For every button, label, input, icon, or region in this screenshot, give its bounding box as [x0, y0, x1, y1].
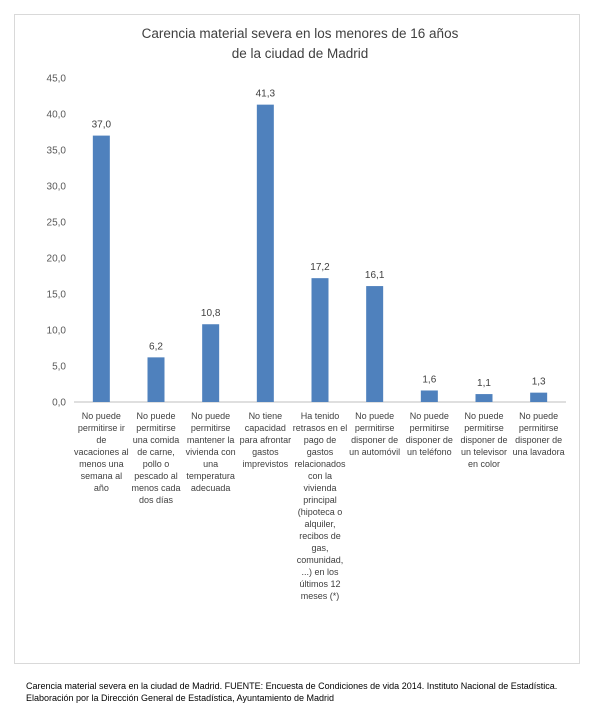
data-labels: 37,0 6,2 10,8 41,3 17,2 16,1 1,6 1,1 1,3 [92, 89, 546, 389]
bar [256, 104, 274, 402]
category-label: No puede permitirse mantener la vivienda… [185, 411, 236, 493]
category-label: No puede permitirse disponer de un teléf… [405, 411, 453, 457]
bar [311, 278, 329, 402]
category-label: No puede permitirse una comida de carne,… [131, 411, 181, 505]
data-label: 1,1 [477, 378, 491, 389]
data-label: 17,2 [310, 262, 330, 273]
figure-caption: Carencia material severa en la ciudad de… [26, 680, 596, 704]
y-tick-label: 15,0 [47, 290, 67, 301]
y-tick-label: 5,0 [52, 362, 66, 373]
bar [92, 135, 110, 402]
bar [475, 394, 493, 402]
y-tick-label: 35,0 [47, 146, 67, 157]
category-label: No puede permitirse ir de vacaciones al … [74, 411, 129, 493]
category-label: No puede permitirse disponer de un autom… [349, 411, 401, 457]
bar [366, 286, 384, 402]
y-tick-label: 25,0 [47, 218, 67, 229]
bar [530, 392, 548, 402]
bar [147, 357, 165, 402]
y-tick-label: 40,0 [47, 110, 67, 121]
y-tick-label: 10,0 [47, 326, 67, 337]
data-label: 41,3 [256, 89, 276, 100]
chart-title-line1: Carencia material severa en los menores … [141, 26, 459, 41]
category-label: Ha tenido retrasos en el pago de gastos … [292, 411, 348, 601]
category-label: No puede permitirse disponer de un telev… [460, 411, 508, 469]
bars [92, 104, 548, 402]
bar [202, 324, 220, 402]
data-label: 6,2 [149, 341, 163, 352]
bar [420, 390, 438, 402]
caption-line1: Carencia material severa en la ciudad de… [26, 681, 558, 691]
chart-title-line2: de la ciudad de Madrid [231, 46, 369, 61]
data-label: 10,8 [201, 308, 221, 319]
data-label: 1,6 [422, 374, 436, 385]
caption-line2: Elaboración por la Dirección General de … [26, 693, 335, 703]
data-label: 37,0 [92, 120, 112, 131]
data-label: 1,3 [532, 377, 546, 388]
chart-frame [14, 14, 580, 664]
y-tick-label: 0,0 [52, 398, 66, 409]
y-tick-label: 30,0 [47, 182, 67, 193]
category-label: No puede permitirse disponer de una lava… [512, 411, 565, 457]
y-tick-label: 45,0 [47, 74, 67, 85]
y-tick-label: 20,0 [47, 254, 67, 265]
category-label: No tiene capacidad para afrontar gastos … [239, 411, 292, 469]
y-axis: 0,0 5,0 10,0 15,0 20,0 25,0 30,0 35,0 40,0 45,0 [47, 74, 67, 409]
data-label: 16,1 [365, 270, 385, 281]
